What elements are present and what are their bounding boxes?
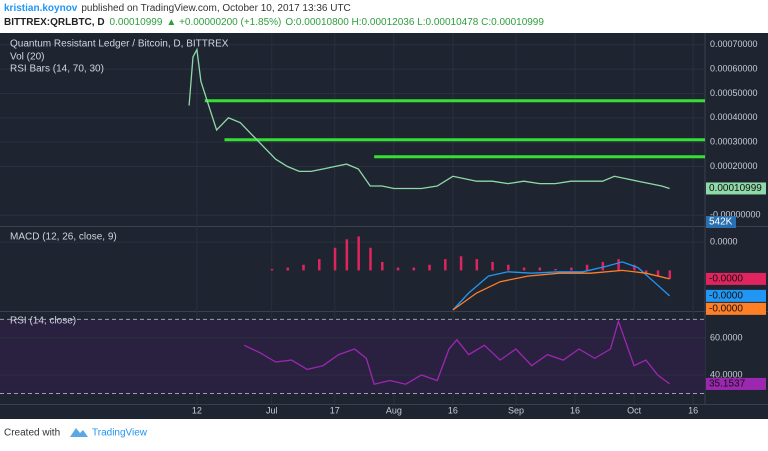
y-tick-label: 40.0000 [710,369,743,379]
x-tick-label: 16 [688,405,698,415]
header-line-2: BITTREX:QRLBTC, D 0.00010999 ▲ +0.00000200… [4,17,544,28]
published: published on TradingView.com, October 10… [81,3,350,14]
histogram-bar [538,267,542,271]
y-tick-label: 0.00070000 [710,39,758,49]
histogram-bar [444,259,447,271]
histogram-bar [656,270,660,277]
x-tick-label: 16 [448,405,458,415]
histogram-bar [369,247,372,271]
band-fill [0,319,705,394]
y-tick-label: 0.00040000 [710,112,758,122]
histogram-bar [570,267,573,271]
y-tick-label: 0.00050000 [710,88,758,98]
histogram-bar [554,269,557,271]
histogram-bar [507,264,510,271]
volume-label: 542K [709,217,733,228]
histogram-bar [617,259,620,271]
x-tick-label: 16 [570,405,580,415]
volume-label-bg [706,216,736,228]
histogram-bar [318,259,321,271]
x-tick-label: Jul [266,405,278,415]
pane-title: MACD (12, 26, close, 9) [10,232,117,243]
author[interactable]: kristian.koynov [4,3,78,14]
histogram-bar [345,239,349,271]
tv-logo [70,428,88,437]
price: 0.00010999 [110,17,163,28]
histogram-bar [396,267,400,271]
x-tick-label: 17 [330,405,340,415]
footer-created: Created with [4,428,60,439]
histogram-bar [668,270,672,279]
last-value-bg [706,377,766,390]
series-line [188,47,670,190]
histogram-bar [270,269,274,271]
indicator-label: Vol (20) [10,52,44,63]
indicator-label: RSI Bars (14, 70, 30) [10,64,104,75]
x-tick-label: Sep [508,405,524,415]
x-tick-label: Aug [386,405,402,415]
last-value-label: -0.0000 [709,291,743,302]
last-value-bg [706,182,766,195]
ohlc: O:0.00010800 H:0.00012036 L:0.00010478 C… [285,17,544,28]
header-line-1: kristian.koynov published on TradingView.… [4,3,351,14]
histogram-bar [286,267,290,271]
footer-brand[interactable]: TradingView [92,428,148,439]
last-value-label: 35.1537 [709,379,746,390]
x-tick-label: Oct [627,405,642,415]
histogram-bar [302,264,305,271]
y-tick-label: 0.00020000 [710,161,758,171]
y-tick-label: 60.0000 [710,332,743,342]
x-tick-label: 12 [192,405,202,415]
histogram-bar [585,264,589,271]
histogram-bar [333,247,337,271]
y-tick-label: -0.00000000 [710,210,761,220]
histogram-bar [381,261,384,271]
histogram-bar [644,270,648,274]
last-value-bg [706,289,766,302]
histogram-bar [522,267,526,271]
series-line [243,319,670,385]
series-line [452,269,670,311]
pane-title: Quantum Resistant Ledger / Bitcoin, D, B… [10,39,229,50]
last-value-bg [706,302,766,315]
histogram-bar [428,264,431,271]
series-line [452,261,671,311]
last-value-label: 0.00010999 [709,183,762,194]
last-value-bg [706,272,766,285]
y-tick-label: 0.00060000 [710,63,758,73]
histogram-bar [459,256,463,271]
histogram-bar [475,259,479,271]
change: ▲ +0.00000200 (+1.85%) [166,17,281,28]
last-value-label: -0.0000 [709,304,743,315]
symbol: BITTREX:QRLBTC, D [4,17,105,28]
histogram-bar [357,236,360,271]
histogram-bar [491,261,494,271]
histogram-bar [633,264,636,271]
histogram-bar [412,267,416,271]
y-tick-label: 0.0000 [710,237,738,247]
pane-title: RSI (14, close) [10,316,76,327]
y-tick-label: 0.00030000 [710,137,758,147]
last-value-label: -0.0000 [709,274,743,285]
histogram-bar [601,261,605,271]
